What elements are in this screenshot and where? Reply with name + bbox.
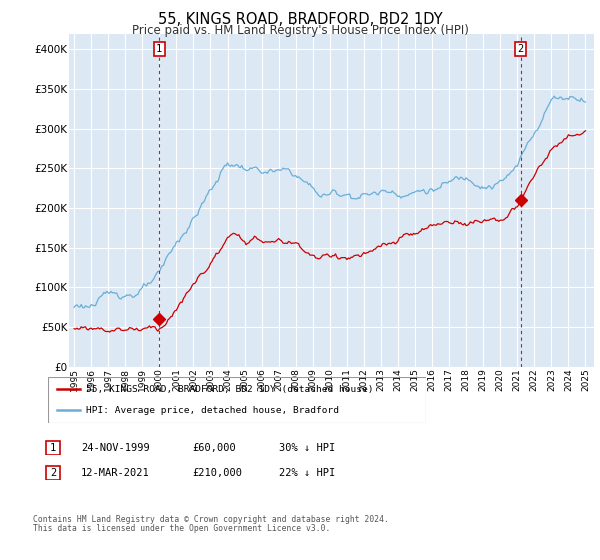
Text: 24-NOV-1999: 24-NOV-1999 xyxy=(81,443,150,453)
Text: 55, KINGS ROAD, BRADFORD, BD2 1DY (detached house): 55, KINGS ROAD, BRADFORD, BD2 1DY (detac… xyxy=(86,385,373,394)
Text: 22% ↓ HPI: 22% ↓ HPI xyxy=(279,468,335,478)
Text: £210,000: £210,000 xyxy=(192,468,242,478)
Text: 2: 2 xyxy=(50,468,56,478)
Text: 12-MAR-2021: 12-MAR-2021 xyxy=(81,468,150,478)
Text: 2: 2 xyxy=(518,44,524,54)
Text: HPI: Average price, detached house, Bradford: HPI: Average price, detached house, Brad… xyxy=(86,406,339,415)
Text: This data is licensed under the Open Government Licence v3.0.: This data is licensed under the Open Gov… xyxy=(33,524,331,533)
Text: £60,000: £60,000 xyxy=(192,443,236,453)
Text: 30% ↓ HPI: 30% ↓ HPI xyxy=(279,443,335,453)
Text: Price paid vs. HM Land Registry's House Price Index (HPI): Price paid vs. HM Land Registry's House … xyxy=(131,24,469,36)
Text: 1: 1 xyxy=(156,44,163,54)
Text: 1: 1 xyxy=(50,443,56,452)
Text: Contains HM Land Registry data © Crown copyright and database right 2024.: Contains HM Land Registry data © Crown c… xyxy=(33,515,389,524)
Text: 55, KINGS ROAD, BRADFORD, BD2 1DY: 55, KINGS ROAD, BRADFORD, BD2 1DY xyxy=(158,12,442,27)
